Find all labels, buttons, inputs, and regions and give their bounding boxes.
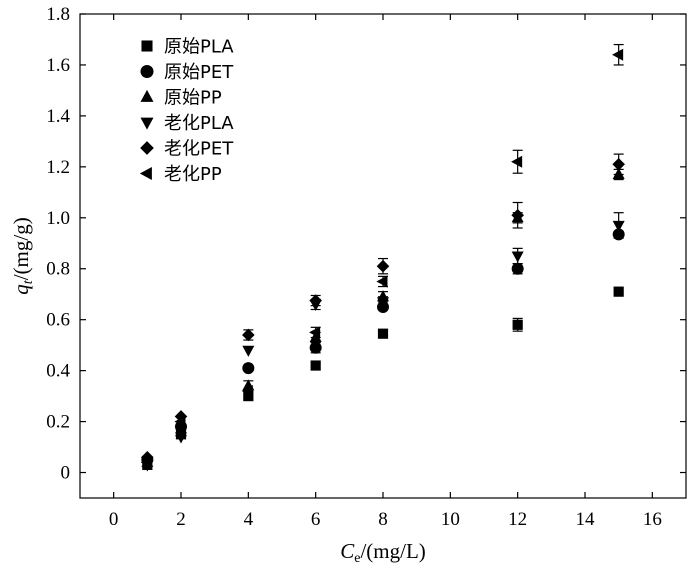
triangle-left-marker (511, 155, 523, 168)
legend-label: 老化PLA (164, 113, 234, 134)
x-tick-label: 14 (576, 509, 596, 530)
x-tick-label: 6 (311, 509, 321, 530)
triangle-left-marker (174, 415, 186, 428)
circle-marker (309, 341, 322, 354)
y-tick-label: 0.6 (46, 310, 70, 331)
circle-marker (612, 228, 625, 241)
y-tick-label: 1.0 (46, 208, 70, 229)
triangle-up-marker (612, 167, 625, 179)
y-tick-label: 1.2 (46, 157, 70, 178)
triangle-left-marker (241, 385, 253, 398)
y-tick-label: 0.8 (46, 259, 70, 280)
y-tick-label: 1.6 (46, 55, 70, 76)
x-tick-label: 0 (109, 509, 119, 530)
square-marker (377, 328, 389, 339)
diamond-marker (242, 328, 255, 342)
y-tick-label: 0.4 (46, 361, 70, 382)
diamond-marker (511, 208, 524, 222)
diamond-marker (141, 450, 154, 464)
diamond-marker (612, 157, 625, 171)
x-tick-label: 10 (441, 509, 460, 530)
triangle-left-marker (612, 48, 624, 61)
circle-marker (511, 262, 524, 275)
triangle-down-marker (511, 251, 524, 263)
x-tick-label: 4 (244, 509, 254, 530)
legend-triangle-up-icon (140, 89, 154, 102)
legend-triangle-left-icon (139, 167, 152, 180)
legend-label: 原始PP (164, 88, 222, 109)
triangle-up-marker (309, 330, 322, 343)
x-tick-label: 2 (176, 509, 186, 530)
triangle-left-marker (376, 275, 388, 288)
error-bars (243, 43, 624, 392)
triangle-left-marker (309, 326, 321, 339)
triangle-left-marker (140, 456, 152, 469)
x-axis-ticks: 0 2 4 6 8 10 12 14 16 (109, 14, 662, 530)
legend-label: 原始PET (164, 62, 234, 83)
y-axis-label: qt/(mg/g) (9, 217, 36, 294)
x-tick-label: 16 (643, 509, 662, 530)
triangle-down-marker (612, 220, 625, 233)
data-points (140, 48, 625, 472)
circle-marker (242, 362, 255, 375)
diamond-marker (376, 259, 390, 273)
legend-diamond-icon (140, 141, 154, 155)
legend-square-icon (141, 40, 153, 52)
legend-label: 原始PLA (164, 37, 234, 58)
x-axis-label: Ce/(mg/L) (340, 539, 426, 566)
square-marker (512, 319, 523, 330)
x-tick-label: 12 (508, 509, 527, 530)
legend-triangle-down-icon (140, 117, 154, 130)
legend-label: 老化PP (164, 164, 222, 185)
y-tick-label: 1.8 (46, 4, 70, 25)
y-tick-label: 0.2 (46, 412, 70, 433)
square-marker (613, 286, 624, 297)
legend-label: 老化PET (164, 139, 234, 160)
square-marker (243, 391, 254, 402)
triangle-down-marker (242, 345, 255, 357)
square-marker (310, 360, 321, 371)
y-tick-label: 1.4 (46, 106, 70, 127)
x-tick-label: 8 (378, 509, 388, 530)
y-tick-label: 0 (61, 463, 71, 484)
triangle-down-marker (175, 432, 187, 444)
legend-circle-icon (140, 65, 154, 78)
y-axis-ticks: 0 0.2 0.4 0.6 0.8 1.0 1.2 1.4 1.6 1.8 (46, 4, 686, 484)
legend: 原始PLA 原始PET 原始PP 老化PLA 老化PET 老化PP (139, 37, 234, 185)
diamond-marker (309, 294, 322, 307)
triangle-down-marker (377, 297, 389, 309)
